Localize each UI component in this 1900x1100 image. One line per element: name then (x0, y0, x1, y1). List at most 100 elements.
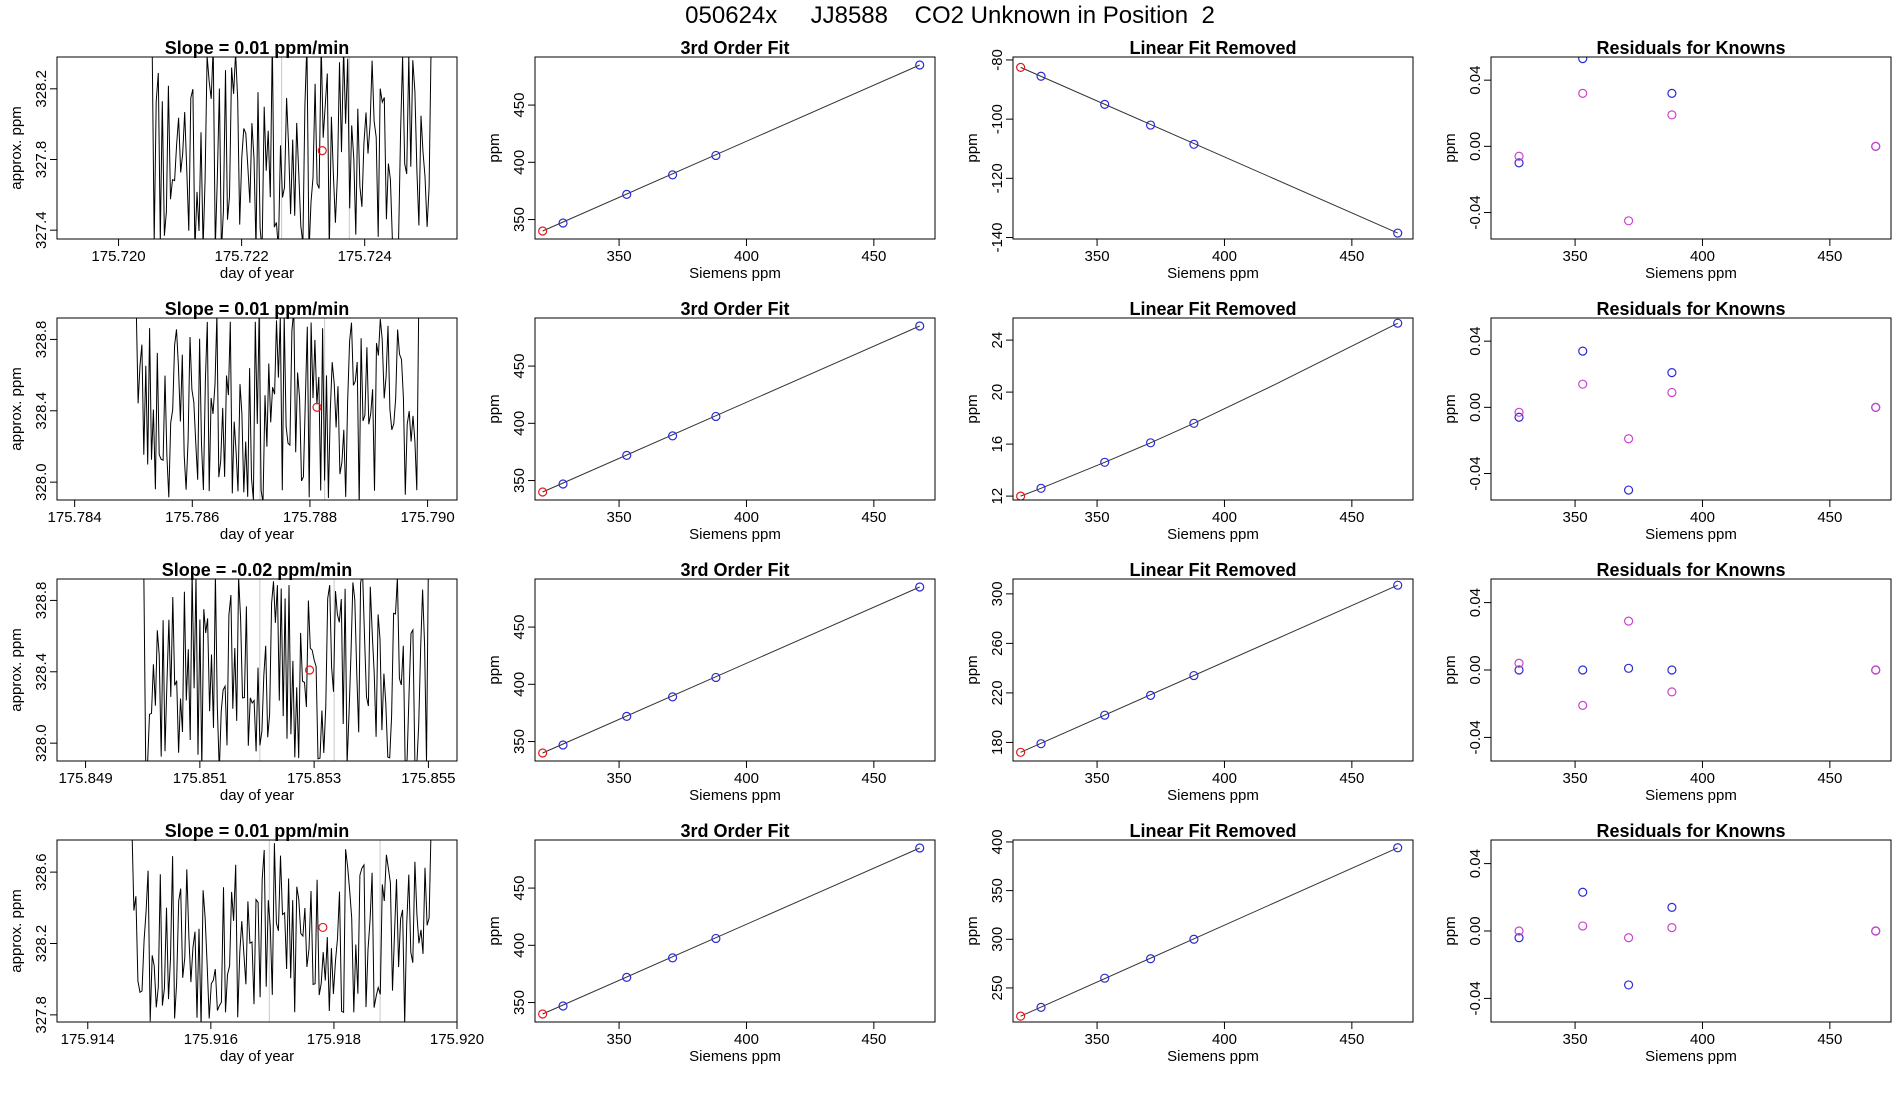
residual-point-alt (1667, 923, 1677, 933)
x-axis-label: day of year (220, 526, 294, 543)
residual-point-alt (1578, 921, 1588, 931)
x-tick-label: 400 (1212, 509, 1237, 526)
plot-area (538, 843, 925, 1019)
y-tick-label: 450 (511, 615, 528, 640)
x-tick-label: 175.788 (283, 509, 337, 526)
x-tick-label: 450 (1817, 509, 1842, 526)
known-point (1623, 663, 1634, 673)
y-tick-label: 350 (511, 729, 528, 754)
plot-area (1016, 318, 1403, 500)
fit-curve (1020, 322, 1398, 497)
x-axis-label: Siemens ppm (689, 526, 781, 543)
y-tick-label: 328.6 (33, 853, 50, 891)
residual-point-alt (1514, 926, 1524, 936)
chart-panel-1: Slope = 0.01 ppm/min 175.720 175.722 175.72… (8, 38, 458, 282)
chart-title: Residuals for Knowns (1596, 560, 1785, 580)
y-tick-label: 400 (511, 411, 528, 436)
fit-line (542, 64, 920, 232)
x-tick-label: 350 (1563, 1031, 1588, 1048)
unknown-point (538, 1009, 548, 1019)
known-point (1393, 843, 1403, 853)
known-point (667, 953, 678, 963)
chart-title: Slope = 0.01 ppm/min (165, 299, 350, 319)
x-tick-label: 350 (1563, 509, 1588, 526)
known-point (1189, 139, 1199, 149)
y-axis-label: ppm (486, 394, 503, 423)
plot-frame (1012, 56, 1414, 240)
fit-line (542, 586, 920, 754)
known-point (915, 843, 925, 853)
unknown-point (1016, 491, 1026, 500)
chart-title: Slope = 0.01 ppm/min (165, 38, 350, 58)
y-tick-label: -0.04 (1467, 195, 1484, 229)
y-tick-label: 16 (989, 436, 1006, 453)
y-tick-label: 0.04 (1467, 66, 1484, 95)
known-point (667, 170, 678, 180)
y-axis-label: ppm (1442, 394, 1459, 423)
known-point (622, 711, 632, 721)
y-axis-label: ppm (964, 394, 981, 423)
known-point (1189, 670, 1199, 681)
x-tick-label: 450 (1817, 248, 1842, 265)
plot-frame (1490, 56, 1892, 240)
plot-area (1514, 57, 1881, 226)
residual-point-alt (1623, 216, 1634, 226)
mean-point (317, 146, 327, 156)
chart-panel-2: 3rd Order Fit 350 400 450 350 400 450 Siemens p… (486, 38, 936, 282)
x-tick-label: 400 (734, 770, 759, 787)
chart-panel-6: 3rd Order Fit 350 400 450 350 400 450 Siemens p… (486, 299, 936, 543)
plot-area (1514, 887, 1881, 990)
y-tick-label: 327.8 (33, 141, 50, 179)
x-tick-label: 450 (1339, 1031, 1364, 1048)
x-tick-label: 350 (1563, 770, 1588, 787)
x-axis-label: Siemens ppm (1645, 526, 1737, 543)
y-tick-label: 12 (989, 488, 1006, 505)
plot-frame (56, 578, 458, 762)
plot-area (1016, 580, 1403, 757)
plot-area (1016, 843, 1403, 1021)
known-point (1578, 887, 1588, 897)
x-axis-label: Siemens ppm (1167, 1048, 1259, 1065)
y-tick-label: -100 (989, 104, 1006, 134)
plot-frame (1012, 578, 1414, 762)
x-tick-label: 350 (607, 248, 632, 265)
x-tick-label: 450 (1817, 770, 1842, 787)
unknown-point (1016, 1011, 1026, 1021)
y-tick-label: 0.04 (1467, 588, 1484, 617)
residual-point-alt (1871, 402, 1881, 412)
x-axis-label: Siemens ppm (689, 265, 781, 282)
x-axis-label: Siemens ppm (1645, 265, 1737, 282)
known-point (1514, 412, 1524, 422)
x-tick-label: 450 (1817, 1031, 1842, 1048)
known-point (711, 150, 721, 161)
x-axis-label: Siemens ppm (1167, 526, 1259, 543)
y-tick-label: 328.8 (33, 582, 50, 620)
x-tick-label: 350 (1085, 509, 1110, 526)
x-tick-label: 175.724 (338, 248, 392, 265)
x-tick-label: 450 (1339, 509, 1364, 526)
x-tick-label: 450 (1339, 248, 1364, 265)
x-axis-label: day of year (220, 787, 294, 804)
plot-frame (1490, 317, 1892, 501)
x-tick-label: 450 (861, 1031, 886, 1048)
trace-line (135, 318, 420, 500)
known-point (1145, 690, 1156, 700)
chart-title: Slope = -0.02 ppm/min (162, 560, 353, 580)
chart-title: 3rd Order Fit (680, 821, 789, 841)
x-tick-label: 450 (861, 509, 886, 526)
residual-point-alt (1514, 407, 1524, 417)
y-axis-label: ppm (1442, 655, 1459, 684)
x-tick-label: 400 (734, 248, 759, 265)
chart-title: Linear Fit Removed (1129, 560, 1296, 580)
known-point (1393, 318, 1403, 328)
y-tick-label: -0.04 (1467, 981, 1484, 1015)
plot-area (538, 321, 925, 497)
y-tick-label: 328.4 (33, 653, 50, 691)
known-point (1100, 457, 1110, 467)
residual-point-alt (1514, 658, 1524, 668)
chart-panel-11: Linear Fit Removed 350 400 450 180 220 260 300 S… (964, 560, 1414, 804)
plot-area (1514, 346, 1881, 495)
y-tick-label: 250 (989, 975, 1006, 1000)
known-point (1036, 483, 1046, 493)
x-axis-label: Siemens ppm (1645, 1048, 1737, 1065)
